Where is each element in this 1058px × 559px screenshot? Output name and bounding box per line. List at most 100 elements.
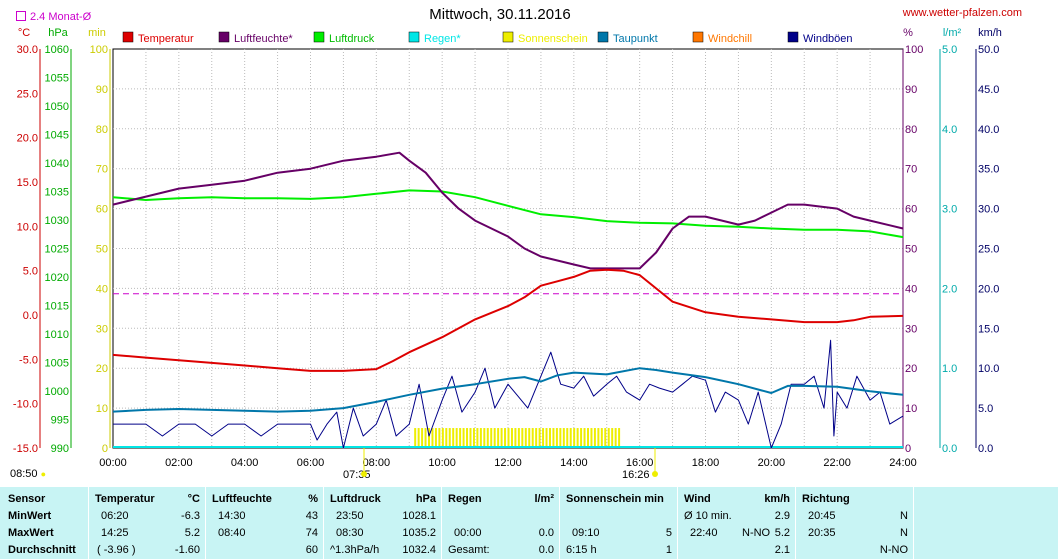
- sunshine-bar: [424, 428, 427, 448]
- sunshine-bar: [583, 428, 586, 448]
- sunshine-bar: [452, 428, 455, 448]
- y-tick-label-wind: 35.0: [978, 164, 999, 176]
- y-tick-label-temp: -5.0: [19, 354, 38, 366]
- y-tick-label-temp: 20.0: [17, 133, 38, 145]
- sunshine-max: 5: [665, 527, 672, 539]
- x-tick-label: 10:00: [428, 457, 456, 469]
- humidity-max: 74: [305, 527, 318, 539]
- x-tick-label: 20:00: [758, 457, 786, 469]
- sunshine-bar: [607, 428, 610, 448]
- y-tick-label-wind: 0.0: [978, 443, 993, 455]
- sunshine-bar: [497, 428, 500, 448]
- sunshine-bar: [441, 428, 444, 448]
- legend-label: Temperatur: [138, 33, 194, 45]
- sunshine-bar: [428, 428, 431, 448]
- y-tick-label-sun: 80: [96, 124, 108, 136]
- y-tick-label-wind: 20.0: [978, 283, 999, 295]
- direction-max: N: [900, 527, 908, 539]
- series-line-luftdruck: [112, 189, 904, 239]
- sunrise-marker: [361, 471, 367, 477]
- legend-label: Regen*: [424, 33, 461, 45]
- axis-unit-wind: km/h: [978, 27, 1002, 39]
- sunshine-bar: [421, 428, 424, 448]
- wind-max: 5.2: [774, 527, 790, 539]
- average-legend: 2.4 Monat-Ø: [16, 11, 91, 23]
- legend-swatch: [313, 31, 325, 43]
- humidity-min: 43: [305, 510, 318, 522]
- x-tick-label: 08:00: [363, 457, 391, 469]
- sunshine-bar: [562, 428, 565, 448]
- y-tick-label-rain: 2.0: [942, 283, 957, 295]
- humidity-min-time: 14:30: [218, 510, 246, 522]
- sunshine-bar: [445, 428, 448, 448]
- wind-avg: 2.1: [774, 544, 790, 556]
- y-tick-label-hum: 60: [905, 204, 917, 216]
- sunshine-max-time: 09:10: [572, 527, 600, 539]
- legend-label: Luftdruck: [329, 33, 375, 45]
- y-tick-label-sun: 60: [96, 204, 108, 216]
- y-tick-label-rain: 5.0: [942, 44, 957, 56]
- y-tick-label-press: 1020: [45, 272, 69, 284]
- sunshine-bar: [483, 428, 486, 448]
- y-tick-label-wind: 25.0: [978, 244, 999, 256]
- legend-label: Windchill: [708, 33, 752, 45]
- y-tick-label-wind: 50.0: [978, 44, 999, 56]
- axis-unit-sun: min: [88, 27, 106, 39]
- sunshine-bar: [593, 428, 596, 448]
- sunset-axis-label: 16:26: [622, 469, 650, 481]
- wind-unit: km/h: [764, 493, 790, 505]
- sunshine-bar: [535, 428, 538, 448]
- website-link[interactable]: www.wetter-pfalzen.com: [902, 7, 1022, 19]
- sunshine-bar: [504, 428, 507, 448]
- x-tick-label: 06:00: [297, 457, 325, 469]
- x-tick-label: 02:00: [165, 457, 193, 469]
- wind-header: Wind: [684, 493, 711, 505]
- legend-swatch: [218, 31, 230, 43]
- y-tick-label-temp: -15.0: [13, 443, 38, 455]
- sunshine-bar: [514, 428, 517, 448]
- average-legend-icon: [16, 11, 26, 21]
- y-tick-label-wind: 15.0: [978, 323, 999, 335]
- y-tick-label-press: 1045: [45, 130, 69, 142]
- y-tick-label-temp: -10.0: [13, 399, 38, 411]
- y-tick-label-press: 1000: [45, 386, 69, 398]
- rain-unit: l/m²: [534, 493, 554, 505]
- y-tick-label-rain: 1.0: [942, 363, 957, 375]
- x-tick-label: 18:00: [692, 457, 720, 469]
- wind-min-label: Ø 10 min.: [684, 510, 732, 522]
- humidity-avg: 60: [305, 544, 318, 556]
- y-tick-label-hum: 30: [905, 323, 917, 335]
- y-tick-label-wind: 30.0: [978, 204, 999, 216]
- sunshine-bar: [469, 428, 472, 448]
- legend-swatch: [408, 31, 420, 43]
- y-tick-label-temp: 10.0: [17, 221, 38, 233]
- sunshine-bar: [611, 428, 614, 448]
- sunrise-time-text: 08:50: [10, 468, 38, 480]
- x-tick-label: 00:00: [99, 457, 127, 469]
- pressure-avg: 1032.4: [402, 544, 436, 556]
- y-tick-label-press: 1050: [45, 101, 69, 113]
- x-tick-label: 16:00: [626, 457, 654, 469]
- sunshine-bar: [587, 428, 589, 448]
- humidity-section: Luftfeuchte % 14:30 43 08:40 74 60: [205, 487, 324, 559]
- sunshine-bar: [414, 428, 417, 448]
- legend-label: Windböen: [803, 33, 853, 45]
- rain-section: Regen l/m² 00:00 0.0 Gesamt: 0.0: [441, 487, 560, 559]
- temperature-max: 5.2: [184, 527, 200, 539]
- y-tick-label-press: 1005: [45, 358, 69, 370]
- pressure-section: Luftdruck hPa 23:50 1028.1 08:30 1035.2 …: [323, 487, 442, 559]
- legend-swatch: [692, 31, 704, 43]
- sunshine-bar: [462, 428, 465, 448]
- axis-unit-temp: °C: [18, 27, 30, 39]
- sunshine-bar: [459, 428, 462, 448]
- temperature-unit: °C: [187, 493, 200, 505]
- y-tick-label-press: 995: [51, 415, 69, 427]
- direction-min: N: [900, 510, 908, 522]
- direction-header: Richtung: [802, 493, 850, 505]
- sunshine-bar: [559, 428, 562, 448]
- legend-label: Luftfeuchte*: [234, 33, 293, 45]
- sunshine-header: Sonnenschein min: [566, 493, 664, 505]
- rain-max-time: 00:00: [454, 527, 482, 539]
- temperature-min-time: 06:20: [101, 510, 129, 522]
- x-tick-label: 22:00: [823, 457, 851, 469]
